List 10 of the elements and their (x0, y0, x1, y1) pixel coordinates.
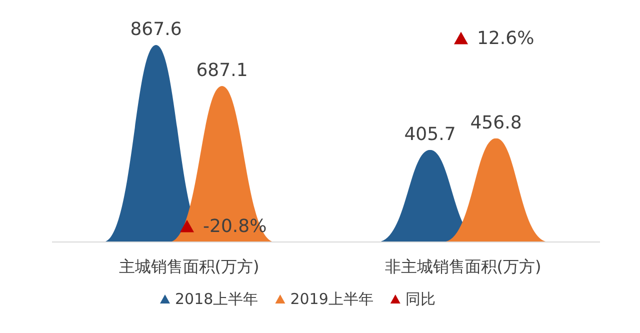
x-tick-label: 主城销售面积(万方) (118, 257, 260, 276)
data-label: 687.1 (196, 60, 248, 81)
data-label: 12.6% (477, 28, 534, 49)
data-label: 405.7 (404, 124, 456, 145)
x-tick-label: 非主城销售面积(万方) (384, 257, 542, 276)
legend-label: 2018上半年 (175, 290, 258, 308)
data-label: 867.6 (130, 19, 182, 40)
legend-label: 同比 (405, 290, 436, 308)
data-label: 456.8 (470, 112, 522, 134)
legend-label: 2019上半年 (290, 290, 374, 308)
